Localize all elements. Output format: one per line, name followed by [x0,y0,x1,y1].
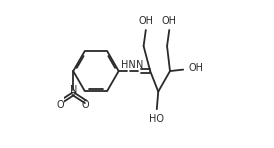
Text: N: N [136,60,143,70]
Text: O: O [57,100,65,110]
Text: HO: HO [149,114,164,124]
Text: OH: OH [188,63,203,73]
Text: OH: OH [138,16,153,26]
Text: HN: HN [121,60,136,70]
Text: O: O [82,100,90,110]
Text: N: N [70,85,77,95]
Text: OH: OH [162,16,177,26]
